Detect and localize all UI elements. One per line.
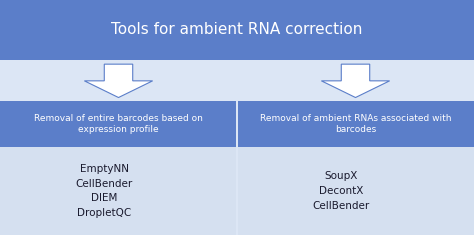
Polygon shape xyxy=(321,64,390,98)
Text: EmptyNN
CellBender
DIEM
DropletQC: EmptyNN CellBender DIEM DropletQC xyxy=(76,164,133,218)
Text: Removal of ambient RNAs associated with
barcodes: Removal of ambient RNAs associated with … xyxy=(260,114,451,134)
FancyBboxPatch shape xyxy=(0,147,236,235)
Polygon shape xyxy=(84,64,153,98)
Text: Tools for ambient RNA correction: Tools for ambient RNA correction xyxy=(111,23,363,37)
FancyBboxPatch shape xyxy=(0,101,236,147)
Text: SoupX
DecontX
CellBender: SoupX DecontX CellBender xyxy=(313,171,370,211)
FancyBboxPatch shape xyxy=(238,147,474,235)
Text: Removal of entire barcodes based on
expression profile: Removal of entire barcodes based on expr… xyxy=(34,114,203,134)
FancyBboxPatch shape xyxy=(238,101,474,147)
FancyBboxPatch shape xyxy=(0,0,474,60)
